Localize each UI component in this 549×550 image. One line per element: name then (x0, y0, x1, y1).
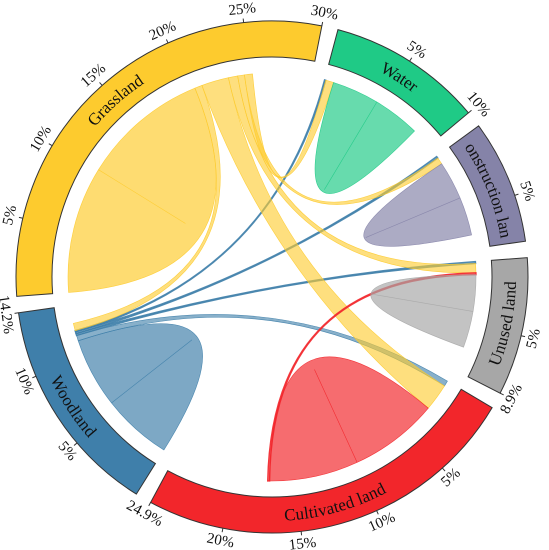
tick-mark (376, 510, 379, 515)
segment-arc-unused-land (467, 257, 529, 394)
segment-arc-grassland (15, 20, 323, 297)
tick-mark (221, 528, 224, 533)
segment-arc-woodland (17, 307, 157, 495)
tick-mark (514, 193, 519, 196)
tick-label-grassland: 5% (0, 204, 20, 227)
ribbon-woodland-to-construction-land (74, 155, 439, 335)
ribbon-layer (67, 73, 477, 482)
ribbon-grassland-to-grassland (67, 87, 217, 293)
ribbon-unused-land-to-unused-land (370, 274, 477, 348)
tick-label-construction-land: 5% (516, 179, 538, 203)
tick-mark (165, 39, 169, 44)
tick-label-cultivated-land: 15% (288, 535, 317, 550)
segment-arc-construction-land (448, 125, 527, 247)
ribbon-construction-land-to-construction-land (363, 163, 472, 247)
ribbon-woodland-to-cultivated-land (76, 314, 448, 387)
tick-label-water: 5% (404, 38, 429, 62)
tick-mark (409, 57, 413, 62)
ribbon-water-to-water (314, 82, 415, 194)
tick-mark (442, 467, 446, 472)
ribbon-cultivated-land-to-cultivated-land (269, 356, 429, 482)
segment-arc-layer (15, 20, 529, 534)
ribbon-grassland-to-water (244, 73, 334, 179)
segment-arc-water (328, 29, 470, 137)
tick-mark (321, 21, 324, 26)
tick-mark (48, 143, 53, 147)
ribbon-woodland-to-unused-land (75, 260, 477, 337)
tick-mark (32, 375, 37, 379)
tick-label-grassland: 25% (228, 0, 257, 19)
tick-label-grassland: 30% (309, 3, 339, 24)
ribbon-grassland-to-woodland (72, 85, 221, 332)
tick-label-unused-land: 5% (524, 327, 544, 350)
tick-mark (468, 109, 472, 114)
ribbon-grassland-to-cultivated-land (201, 77, 445, 409)
tick-mark (14, 312, 19, 314)
tick-mark (18, 216, 23, 219)
ribbon-cultivated-land-to-unused-land (266, 272, 477, 482)
ribbon-woodland-to-woodland (77, 323, 203, 451)
tick-label-woodland: 10% (11, 366, 36, 398)
tick-mark (99, 82, 103, 86)
tick-mark (521, 335, 526, 338)
tick-mark (73, 442, 78, 446)
tick-mark (499, 392, 504, 396)
tick-label-water: 10% (463, 89, 493, 120)
tick-mark (148, 502, 152, 507)
tick-label-woodland: 14.2% (0, 294, 16, 335)
ribbon-woodland-to-water (74, 79, 327, 333)
tick-label-cultivated-land: 20% (205, 531, 235, 550)
